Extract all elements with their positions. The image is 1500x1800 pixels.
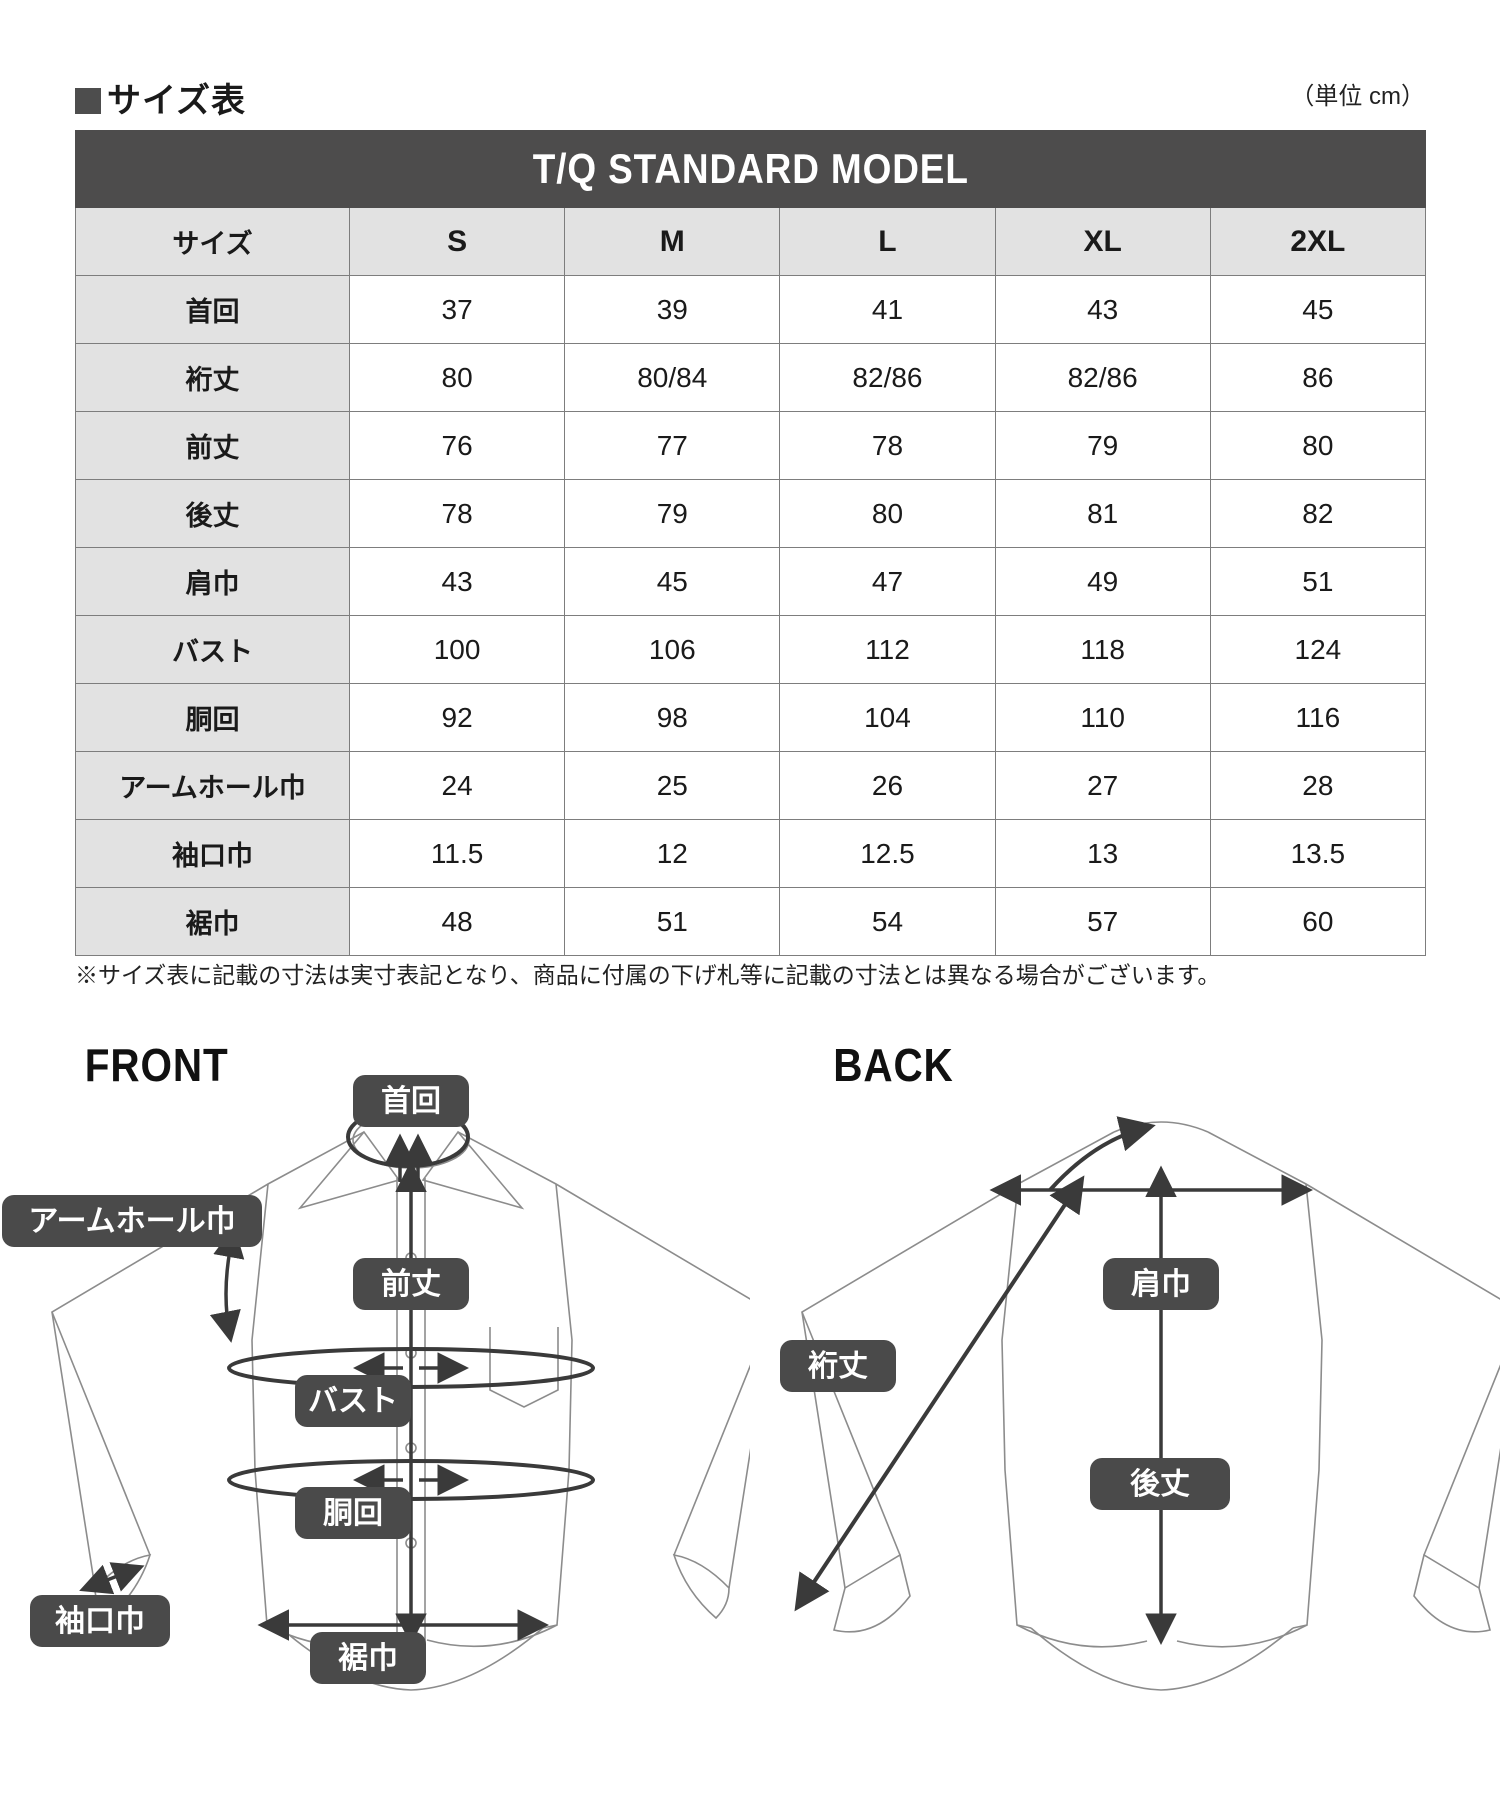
svg-text:裾巾: 裾巾 (338, 1642, 398, 1675)
svg-text:アームホール巾: アームホール巾 (28, 1205, 235, 1238)
svg-text:肩巾: 肩巾 (1131, 1267, 1191, 1301)
svg-text:胴回: 胴回 (323, 1497, 383, 1530)
svg-text:後丈: 後丈 (1130, 1468, 1190, 1501)
svg-text:袖口巾: 袖口巾 (55, 1604, 145, 1638)
svg-text:裄丈: 裄丈 (807, 1350, 868, 1383)
svg-text:前丈: 前丈 (381, 1268, 441, 1301)
svg-text:バスト: バスト (308, 1385, 398, 1418)
svg-text:首回: 首回 (381, 1085, 441, 1118)
